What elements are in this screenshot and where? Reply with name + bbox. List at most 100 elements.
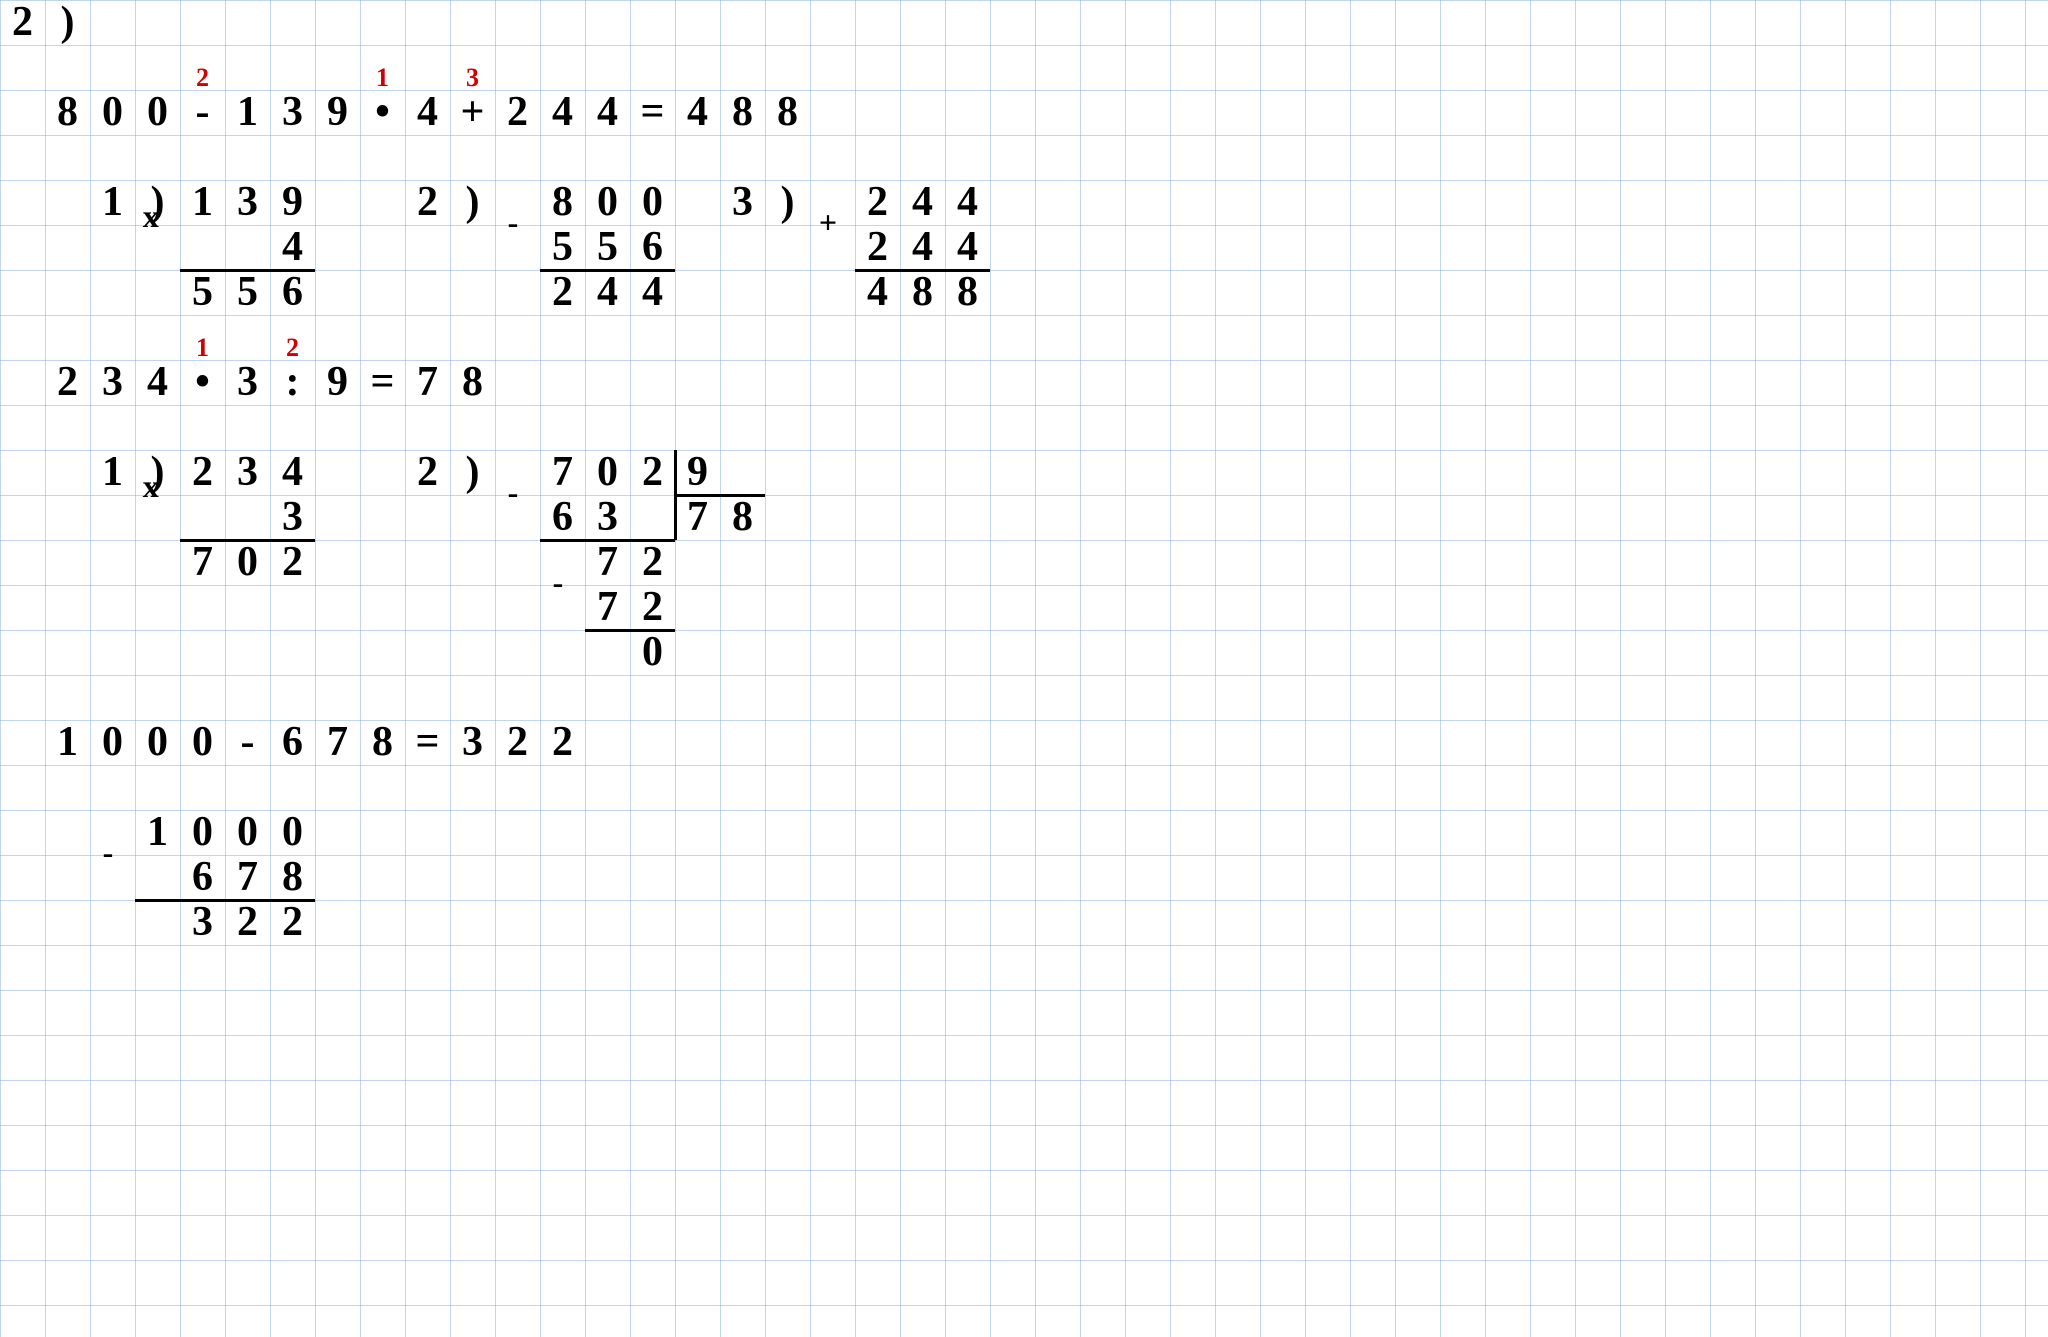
minuend-digit: 0 (585, 180, 630, 225)
difference-digit: 4 (630, 270, 675, 315)
paren: ) (450, 180, 495, 225)
multiplicand-digit: 1 (180, 180, 225, 225)
order-marker: 2 (180, 90, 225, 135)
addend-digit: 4 (900, 180, 945, 225)
longdiv-digit: 0 (630, 630, 675, 675)
section-number: 2 (0, 0, 45, 45)
sum-digit: 8 (900, 270, 945, 315)
eq-token: 2 (540, 720, 585, 765)
minus-sign: - (536, 560, 581, 605)
minuend-digit: 1 (135, 810, 180, 855)
eq-token: 7 (405, 360, 450, 405)
order-label: 1 (360, 66, 405, 90)
multiplicand-digit: 3 (225, 450, 270, 495)
eq-token: 2 (495, 720, 540, 765)
longdiv-digit: 7 (585, 585, 630, 630)
product-digit: 6 (270, 270, 315, 315)
hline (540, 539, 675, 542)
difference-digit: 2 (540, 270, 585, 315)
addend-digit: 2 (855, 225, 900, 270)
dividend-digit: 2 (630, 450, 675, 495)
multiplicand-digit: 2 (180, 450, 225, 495)
longdiv-digit: 2 (630, 585, 675, 630)
product-digit: 5 (225, 270, 270, 315)
eq-token: 8 (720, 90, 765, 135)
longdiv-digit: 6 (540, 495, 585, 540)
step-label: 3 (720, 180, 765, 225)
order-label: 1 (180, 336, 225, 360)
eq-token: = (630, 90, 675, 135)
minus-sign: - (86, 830, 131, 875)
quotient-digit: 8 (720, 495, 765, 540)
subtrahend-digit: 8 (270, 855, 315, 900)
eq-token: 4 (405, 90, 450, 135)
eq-token: 2 (45, 360, 90, 405)
dividend-digit: 7 (540, 450, 585, 495)
eq-token: = (360, 360, 405, 405)
dividend-digit: 0 (585, 450, 630, 495)
eq-token: 4 (675, 90, 720, 135)
product-digit: 0 (225, 540, 270, 585)
eq-token: 0 (90, 90, 135, 135)
eq-token: 8 (450, 360, 495, 405)
step-label: 2 (405, 180, 450, 225)
divisor-digit: 9 (675, 450, 720, 495)
difference-digit: 4 (585, 270, 630, 315)
eq-token: 0 (135, 720, 180, 765)
eq-token: 8 (45, 90, 90, 135)
eq-token: 4 (540, 90, 585, 135)
order-label: 3 (450, 66, 495, 90)
multiplier-digit: 3 (270, 495, 315, 540)
paren: ) (765, 180, 810, 225)
subtrahend-digit: 6 (180, 855, 225, 900)
longdiv-digit: 2 (630, 540, 675, 585)
eq-token: = (405, 720, 450, 765)
plus-sign: + (806, 200, 851, 245)
eq-token: 3 (225, 360, 270, 405)
paren: ) (45, 0, 90, 45)
subtrahend-digit: 5 (585, 225, 630, 270)
eq-token: 0 (180, 720, 225, 765)
subtrahend-digit: 5 (540, 225, 585, 270)
minuend-digit: 0 (630, 180, 675, 225)
addend-digit: 4 (900, 225, 945, 270)
sum-digit: 4 (855, 270, 900, 315)
eq-token: 2 (495, 90, 540, 135)
times-sign: x (128, 464, 173, 509)
product-digit: 5 (180, 270, 225, 315)
order-label: 2 (270, 336, 315, 360)
product-digit: 2 (270, 540, 315, 585)
order-label: 2 (180, 66, 225, 90)
times-sign: x (128, 194, 173, 239)
order-marker: 1 (180, 360, 225, 405)
hline (675, 494, 765, 497)
hline (585, 629, 675, 632)
paren: ) (450, 450, 495, 495)
order-marker: 1 (360, 90, 405, 135)
longdiv-digit: 3 (585, 495, 630, 540)
minus-sign: - (491, 470, 536, 515)
order-marker: 2 (270, 360, 315, 405)
multiplicand-digit: 9 (270, 180, 315, 225)
minuend-digit: 0 (180, 810, 225, 855)
difference-digit: 2 (270, 900, 315, 945)
step-label: 2 (405, 450, 450, 495)
eq-token: 3 (270, 90, 315, 135)
addend-digit: 2 (855, 180, 900, 225)
eq-token: 1 (45, 720, 90, 765)
eq-token: 3 (90, 360, 135, 405)
minuend-digit: 8 (540, 180, 585, 225)
sum-digit: 8 (945, 270, 990, 315)
difference-digit: 3 (180, 900, 225, 945)
eq-token: 1 (225, 90, 270, 135)
quotient-digit: 7 (675, 495, 720, 540)
eq-token: 0 (135, 90, 180, 135)
order-marker: 3 (450, 90, 495, 135)
eq-token: 9 (315, 90, 360, 135)
eq-token: 0 (90, 720, 135, 765)
minuend-digit: 0 (270, 810, 315, 855)
subtrahend-digit: 7 (225, 855, 270, 900)
eq-token: 4 (135, 360, 180, 405)
multiplier-digit: 4 (270, 225, 315, 270)
multiplicand-digit: 3 (225, 180, 270, 225)
